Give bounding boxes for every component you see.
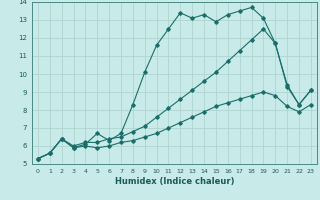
X-axis label: Humidex (Indice chaleur): Humidex (Indice chaleur) — [115, 177, 234, 186]
